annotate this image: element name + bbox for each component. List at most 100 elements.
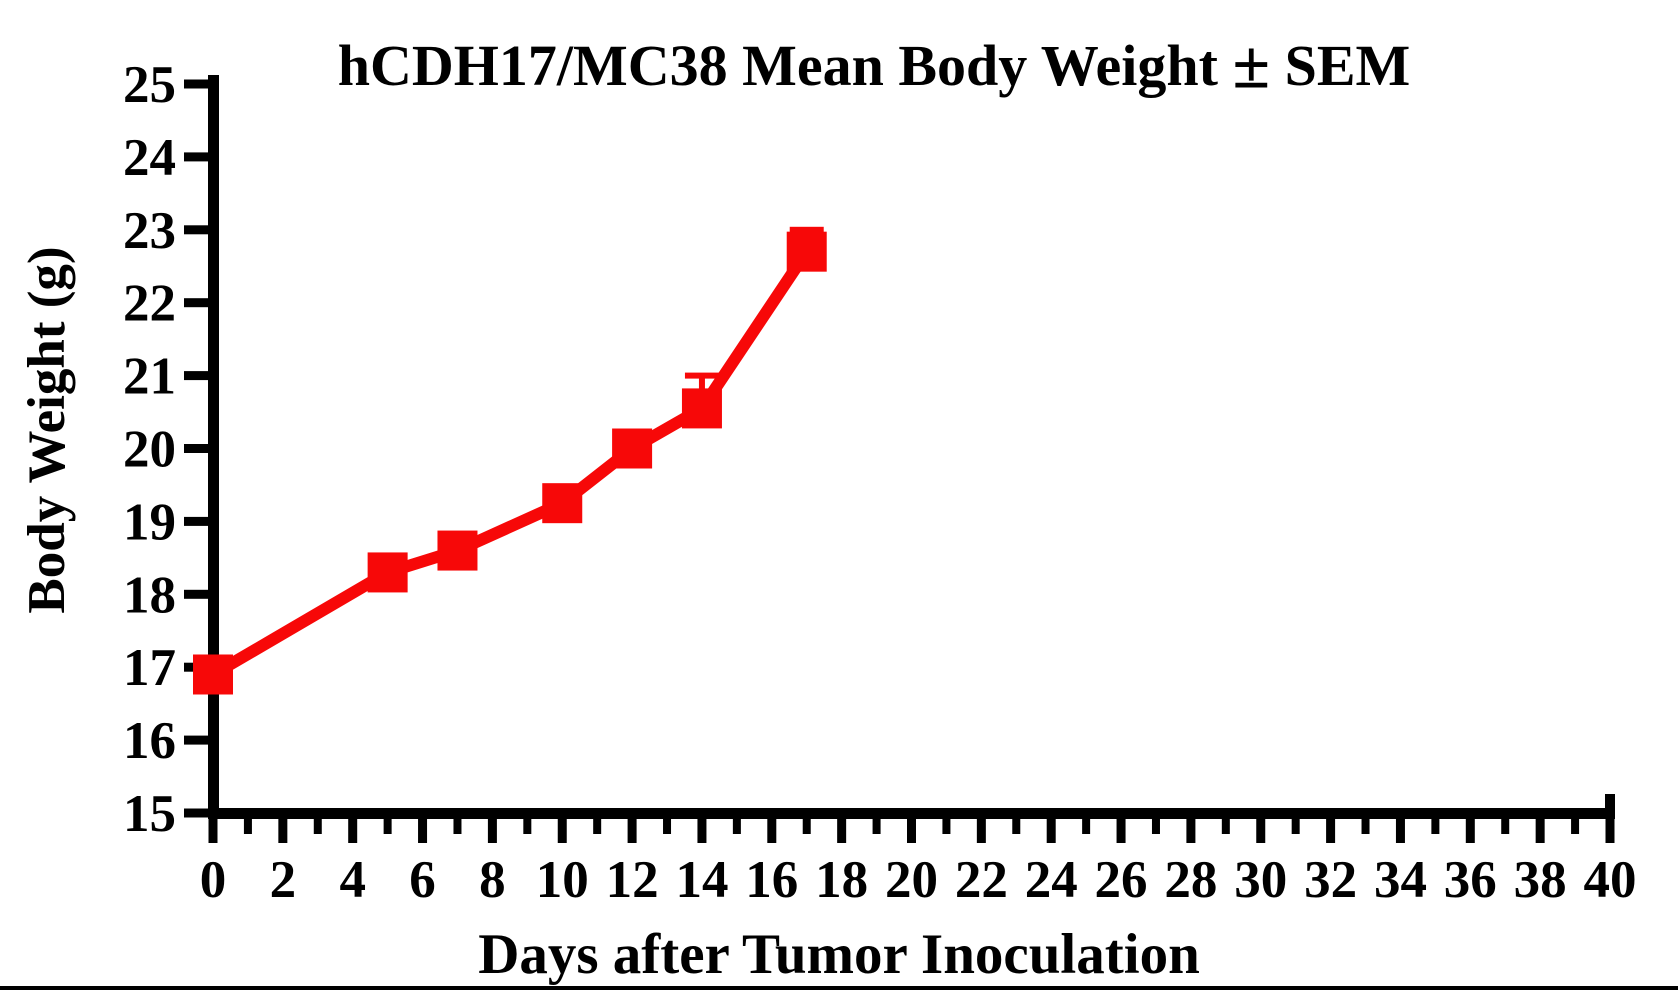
x-minor-tick (802, 812, 811, 834)
x-minor-tick (732, 812, 741, 834)
x-tick-label: 24 (1025, 851, 1078, 909)
x-major-tick (907, 812, 916, 843)
x-major-tick (1326, 812, 1336, 843)
x-major-tick (1116, 812, 1126, 843)
y-tick-label: 21 (123, 348, 176, 406)
y-tick-label: 20 (123, 421, 176, 479)
data-point-marker (193, 654, 233, 695)
x-tick-label: 10 (536, 851, 589, 909)
data-point-marker (681, 388, 722, 429)
x-major-tick (767, 812, 777, 843)
y-tick-label: 15 (123, 785, 176, 843)
x-minor-tick (1571, 812, 1580, 834)
x-tick-label: 14 (675, 851, 728, 909)
data-point-marker (542, 483, 583, 524)
chart-title-text: hCDH17/MC38 Mean Body Weight (337, 33, 1233, 98)
x-major-tick (976, 812, 986, 843)
x-minor-tick (942, 812, 951, 834)
x-axis-end-cap (1605, 794, 1615, 808)
x-minor-tick (1291, 812, 1300, 834)
x-tick-label: 4 (339, 851, 366, 909)
x-tick-label: 30 (1234, 851, 1287, 909)
x-major-tick (487, 812, 497, 843)
y-major-tick (184, 808, 219, 818)
y-major-tick (184, 152, 219, 162)
x-axis-title: Days after Tumor Inoculation (478, 923, 1200, 986)
x-tick-label: 34 (1374, 851, 1427, 909)
x-minor-tick (313, 812, 322, 834)
y-tick-label: 22 (123, 275, 176, 333)
y-major-tick (184, 589, 219, 599)
x-minor-tick (1431, 812, 1440, 834)
x-minor-tick (1361, 812, 1370, 834)
x-major-tick (1256, 812, 1266, 843)
y-tick-label: 23 (123, 202, 176, 260)
chart-title: hCDH17/MC38 Mean Body Weight ± SEM (70, 31, 1678, 99)
chart-title-suffix: SEM (1270, 33, 1411, 98)
x-major-tick (1395, 812, 1405, 843)
series-line (209, 248, 812, 680)
x-axis-spine (208, 808, 1615, 819)
x-major-tick (208, 812, 218, 843)
x-tick-label: 38 (1514, 851, 1567, 909)
x-tick-label: 2 (270, 851, 297, 909)
error-bar-cap (789, 226, 824, 233)
x-tick-label: 40 (1584, 851, 1637, 909)
x-major-tick (697, 812, 707, 843)
x-tick-label: 28 (1164, 851, 1217, 909)
y-tick-label: 18 (123, 566, 176, 624)
x-tick-label: 22 (955, 851, 1008, 909)
x-minor-tick (1012, 812, 1021, 834)
x-major-tick (1046, 812, 1056, 843)
x-minor-tick (523, 812, 532, 834)
x-major-tick (557, 812, 567, 843)
bottom-divider-line (0, 986, 1678, 990)
data-point-marker (612, 428, 653, 469)
x-major-tick (1535, 812, 1545, 843)
y-major-tick (184, 298, 219, 308)
error-bar-cap (684, 372, 719, 379)
data-point-marker (786, 231, 827, 272)
x-minor-tick (593, 812, 602, 834)
x-minor-tick (383, 812, 392, 834)
x-major-tick (278, 812, 288, 843)
x-tick-label: 8 (479, 851, 506, 909)
x-major-tick (627, 812, 637, 843)
y-axis-spine (208, 75, 219, 819)
x-tick-label: 26 (1095, 851, 1148, 909)
y-major-tick (184, 225, 219, 235)
y-tick-label: 19 (123, 493, 176, 551)
y-major-tick (184, 444, 219, 453)
plus-minus-symbol: ± (1232, 26, 1271, 103)
x-tick-label: 32 (1304, 851, 1357, 909)
y-major-tick (184, 79, 219, 89)
x-minor-tick (1501, 812, 1510, 834)
x-minor-tick (663, 812, 672, 834)
x-minor-tick (1082, 812, 1091, 834)
x-tick-label: 20 (885, 851, 938, 909)
x-minor-tick (1221, 812, 1230, 834)
y-tick-label: 25 (123, 56, 176, 114)
x-minor-tick (243, 812, 252, 834)
x-minor-tick (453, 812, 462, 834)
y-tick-label: 16 (123, 712, 176, 770)
x-minor-tick (1151, 812, 1160, 834)
data-point-marker (437, 530, 478, 571)
y-tick-label: 24 (123, 129, 176, 187)
x-major-tick (1605, 812, 1615, 843)
x-major-tick (418, 812, 428, 843)
y-major-tick (184, 371, 219, 381)
data-point-marker (367, 552, 408, 593)
x-major-tick (348, 812, 358, 843)
x-tick-label: 0 (200, 851, 227, 909)
x-tick-label: 18 (815, 851, 868, 909)
x-tick-label: 36 (1444, 851, 1497, 909)
y-major-tick (184, 735, 219, 745)
x-minor-tick (872, 812, 881, 834)
y-major-tick (184, 516, 219, 526)
x-major-tick (1186, 812, 1196, 843)
x-tick-label: 12 (606, 851, 659, 909)
x-tick-label: 16 (745, 851, 798, 909)
